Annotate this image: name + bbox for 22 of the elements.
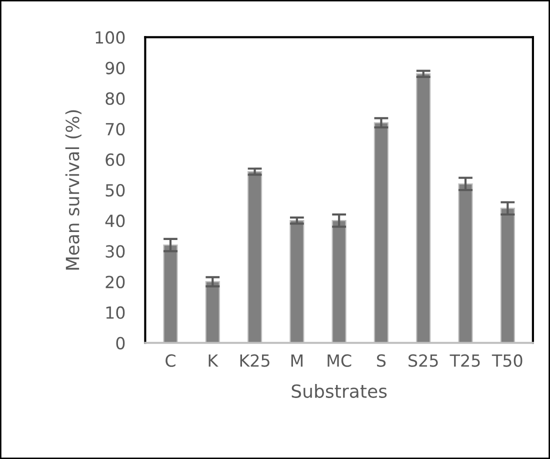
- x-tick-label: S25: [408, 354, 438, 367]
- y-axis-title: Mean survival (%): [65, 110, 82, 270]
- x-tick-label: T50: [492, 354, 522, 367]
- x-tick-label: C: [166, 354, 176, 367]
- x-tick-label: M: [291, 354, 302, 367]
- y-tick-label: 50: [106, 184, 125, 197]
- y-tick-label: 10: [106, 306, 125, 319]
- x-tick-label: MC: [328, 354, 352, 367]
- y-tick-label: 30: [106, 245, 125, 258]
- y-tick-label: 40: [105, 214, 125, 228]
- y-tick-label: 0: [116, 336, 125, 350]
- y-tick-label: 80: [106, 92, 125, 105]
- x-tick-label: T25: [450, 354, 480, 367]
- y-tick-label: 60: [106, 153, 125, 166]
- x-tick-label: K: [208, 354, 218, 367]
- x-axis-title: Substrates: [292, 384, 387, 398]
- y-tick-label: 20: [106, 276, 125, 288]
- y-tick-label: 90: [106, 62, 125, 74]
- y-tick-label: 70: [106, 122, 125, 136]
- y-tick-label: 100: [96, 31, 125, 44]
- x-tick-label: K25: [240, 354, 270, 367]
- x-tick-label: S: [377, 354, 386, 367]
